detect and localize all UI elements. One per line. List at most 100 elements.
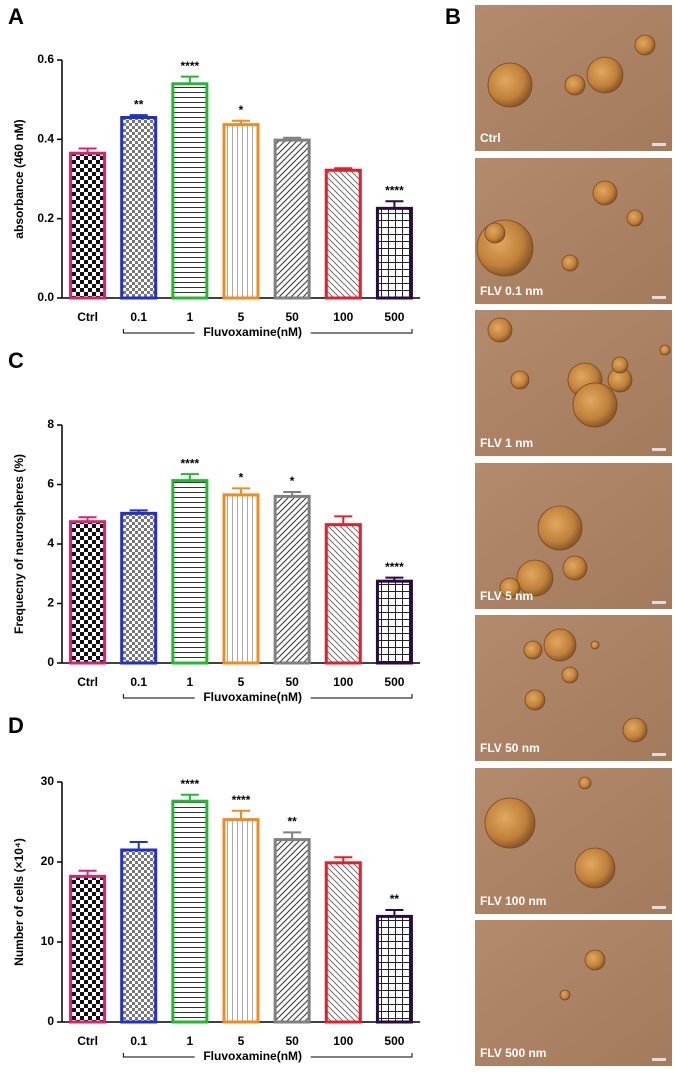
error-bar (232, 809, 250, 820)
bar (69, 874, 107, 1024)
y-tick-label: 0.6 (37, 52, 54, 66)
y-tick-label: 8 (47, 417, 54, 431)
neurosphere (622, 717, 648, 743)
error-bar (78, 516, 97, 522)
neurosphere (584, 949, 606, 971)
bar (222, 818, 260, 1024)
neurosphere (524, 689, 546, 711)
y-tick-label: 0.0 (37, 290, 54, 304)
x-tick-label: 50 (285, 310, 299, 324)
error-bar (180, 75, 199, 84)
significance-label: **** (385, 560, 404, 574)
micrograph: FLV 500 nm (475, 920, 672, 1066)
x-tick-label: 0.1 (130, 1034, 147, 1048)
x-axis-label: Fluvoxamine(nM) (203, 690, 302, 704)
bar (69, 151, 107, 300)
bar (171, 479, 209, 665)
panel-letter: A (8, 4, 24, 29)
error-bar (334, 167, 353, 171)
x-tick-label: 50 (285, 675, 299, 689)
significance-label: ** (287, 815, 297, 829)
x-tick-label: 500 (384, 675, 404, 689)
x-tick-label: 1 (187, 1034, 194, 1048)
error-bar (334, 515, 353, 525)
y-axis-label: Frequecny of neurospheres (%) (12, 454, 26, 634)
neurosphere (590, 640, 600, 650)
neurosphere (476, 219, 534, 277)
x-tick-label: 0.1 (130, 310, 147, 324)
error-bar (283, 831, 302, 840)
micrograph-bg (475, 920, 672, 1066)
bar (120, 511, 158, 665)
neurosphere (562, 555, 588, 581)
bar (120, 116, 158, 300)
x-tick-label: 1 (187, 675, 194, 689)
neurosphere (559, 989, 571, 1001)
micrograph: FLV 0.1 nm (475, 158, 672, 304)
scale-bar (652, 753, 666, 756)
neurosphere (487, 317, 513, 343)
neurosphere (611, 356, 629, 374)
error-bar (129, 114, 148, 118)
y-tick-label: 0 (47, 1014, 54, 1028)
micrograph: FLV 5 nm (475, 463, 672, 609)
y-tick-label: 6 (47, 477, 54, 491)
neurosphere (578, 776, 592, 790)
neurosphere (592, 180, 618, 206)
bar (324, 168, 362, 300)
scale-bar (652, 906, 666, 909)
significance-label: **** (181, 456, 200, 470)
error-bar (78, 869, 97, 877)
neurosphere (626, 209, 644, 227)
error-bar (385, 909, 404, 917)
neurosphere (543, 628, 577, 662)
micrograph: FLV 50 nm (475, 615, 672, 761)
bar (375, 579, 413, 665)
significance-label: ** (134, 97, 144, 111)
bar (222, 123, 260, 300)
significance-label: **** (232, 793, 251, 807)
bracket-gap (194, 690, 311, 706)
error-bar (129, 509, 148, 514)
error-bar (232, 119, 250, 125)
x-tick-label: 5 (238, 675, 245, 689)
significance-label: **** (385, 183, 404, 197)
y-tick-label: 20 (41, 854, 55, 868)
neurosphere (574, 847, 616, 889)
significance-label: ** (390, 892, 400, 906)
bar (171, 799, 209, 1024)
panel-letter: D (8, 713, 24, 738)
bar (375, 206, 413, 300)
panel-letter: B (445, 4, 461, 29)
bar (273, 838, 311, 1024)
micrograph: FLV 100 nm (475, 768, 672, 914)
scale-bar (652, 296, 666, 299)
neurosphere (586, 56, 624, 94)
neurosphere (634, 34, 656, 56)
significance-label: * (239, 471, 244, 485)
scale-bar (652, 601, 666, 604)
x-tick-label: Ctrl (77, 310, 98, 324)
error-bar (232, 487, 250, 495)
error-bar (78, 147, 97, 154)
significance-label: * (290, 474, 295, 488)
x-tick-label: 500 (384, 1034, 404, 1048)
y-tick-label: 0 (47, 655, 54, 669)
neurosphere (564, 74, 586, 96)
significance-label: * (239, 103, 244, 117)
error-bar (283, 490, 302, 497)
error-bar (385, 576, 404, 582)
x-tick-label: Ctrl (77, 1034, 98, 1048)
x-tick-label: 100 (333, 675, 353, 689)
x-tick-label: 50 (285, 1034, 299, 1048)
bar (171, 82, 209, 300)
y-axis-label: absorbance (460 nM) (12, 119, 26, 238)
x-tick-label: 1 (187, 310, 194, 324)
bracket-gap (194, 1049, 311, 1065)
micrograph-caption: FLV 500 nm (480, 1046, 546, 1060)
micrograph-caption: FLV 50 nm (480, 741, 540, 755)
micrograph-caption: FLV 0.1 nm (480, 284, 543, 298)
y-tick-label: 0.4 (37, 132, 54, 146)
significance-label: **** (181, 777, 200, 791)
micrograph-caption: FLV 5 nm (480, 589, 533, 603)
